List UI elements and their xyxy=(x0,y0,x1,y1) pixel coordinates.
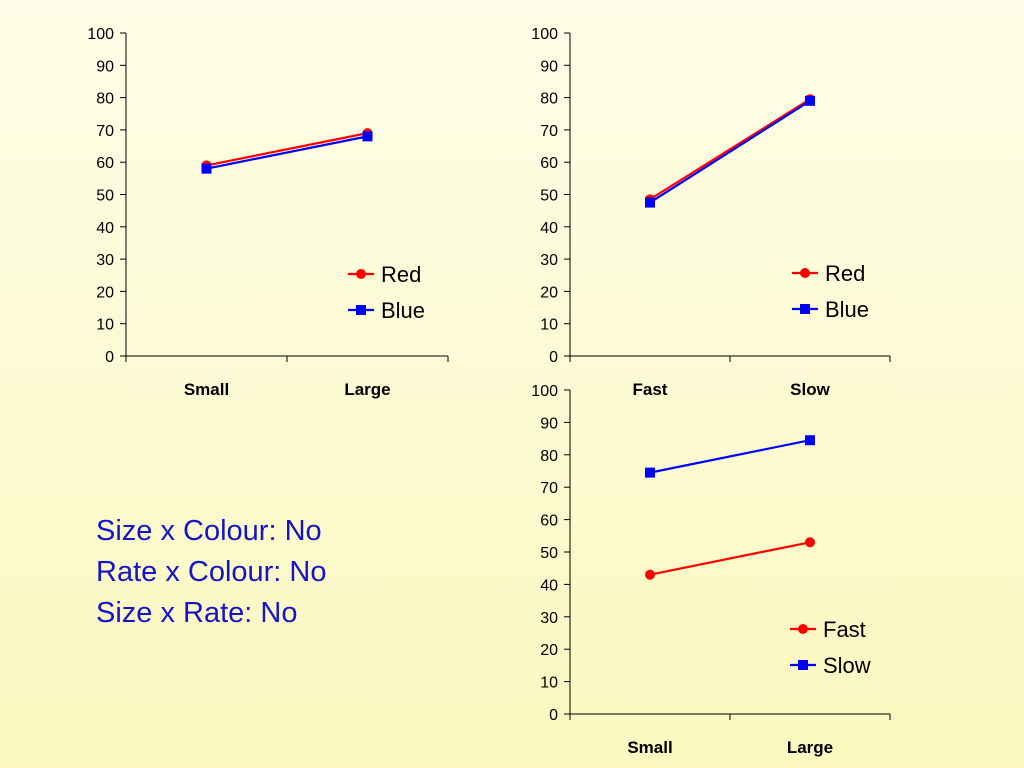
y-tick-label: 20 xyxy=(540,642,558,659)
y-tick-label: 60 xyxy=(540,513,558,530)
y-tick-label: 40 xyxy=(540,577,558,594)
data-point-blue xyxy=(362,131,373,142)
series-line-red xyxy=(206,132,368,167)
y-tick-label: 50 xyxy=(540,188,558,205)
y-tick-label: 20 xyxy=(540,284,558,301)
legend-marker xyxy=(800,304,810,314)
series-line-blue xyxy=(649,99,811,204)
legend-entry-blue: Blue xyxy=(792,297,869,322)
series-line-fast xyxy=(649,541,811,576)
data-point-blue xyxy=(805,95,815,106)
note-size-rate: Size x Rate: No xyxy=(96,597,298,629)
y-tick-label: 50 xyxy=(540,545,558,562)
y-tick-label: 70 xyxy=(540,123,558,140)
y-tick-label: 70 xyxy=(540,480,558,497)
legend-entry-fast: Fast xyxy=(790,617,866,642)
y-tick-label: 90 xyxy=(540,415,558,432)
y-tick-label: 0 xyxy=(105,349,114,366)
y-tick-label: 80 xyxy=(540,448,558,465)
y-tick-label: 30 xyxy=(96,252,114,269)
x-category-label: Large xyxy=(787,738,833,757)
interaction-notes: Size x Colour: No Rate x Colour: No Size… xyxy=(96,511,327,634)
y-tick-label: 40 xyxy=(96,220,114,237)
y-tick-label: 90 xyxy=(96,58,114,75)
data-point-slow xyxy=(645,467,655,478)
legend-label: Fast xyxy=(823,617,866,642)
y-tick-label: 20 xyxy=(96,284,114,301)
legend-marker xyxy=(798,624,808,634)
y-tick-label: 100 xyxy=(531,383,558,400)
y-tick-label: 0 xyxy=(549,707,558,724)
y-tick-label: 70 xyxy=(96,123,114,140)
data-point-slow xyxy=(805,435,815,446)
legend-marker xyxy=(356,269,366,279)
x-category-label: Slow xyxy=(790,380,830,399)
chart-2: 0 10 20 30 40 50 60 70 80 90 100 Fast Slow Red Blue xyxy=(531,26,891,399)
series-line-red xyxy=(649,98,811,201)
chart-3: 0 10 20 30 40 50 60 70 80 90 100 Small Large Fast Slow xyxy=(531,383,891,757)
chart-1: 0 10 20 30 40 50 60 70 80 90 100 Small Large Red Blue xyxy=(87,26,449,399)
legend-label: Red xyxy=(381,262,421,287)
y-tick-label: 30 xyxy=(540,252,558,269)
y-tick-label: 0 xyxy=(549,349,558,366)
note-rate-colour: Rate x Colour: No xyxy=(96,556,327,588)
data-point-fast xyxy=(645,569,655,580)
y-tick-label: 80 xyxy=(540,91,558,108)
data-point-fast xyxy=(805,537,815,548)
x-category-label: Fast xyxy=(633,380,668,399)
legend-label: Blue xyxy=(381,298,425,323)
y-tick-label: 100 xyxy=(87,26,114,43)
y-tick-label: 100 xyxy=(531,26,558,43)
legend-entry-slow: Slow xyxy=(790,653,871,678)
series-line-slow xyxy=(649,439,811,474)
y-tick-label: 90 xyxy=(540,58,558,75)
y-tick-label: 10 xyxy=(96,317,114,334)
legend-label: Red xyxy=(825,261,865,286)
legend-entry-blue: Blue xyxy=(348,298,425,323)
y-tick-label: 80 xyxy=(96,91,114,108)
legend-marker xyxy=(800,268,810,278)
x-category-label: Large xyxy=(344,380,390,399)
y-tick-label: 50 xyxy=(96,188,114,205)
y-tick-label: 10 xyxy=(540,317,558,334)
x-category-label: Small xyxy=(184,380,229,399)
legend-entry-red: Red xyxy=(348,262,421,287)
note-size-colour: Size x Colour: No xyxy=(96,515,322,547)
legend-marker xyxy=(356,305,366,315)
legend-marker xyxy=(798,660,808,670)
legend-entry-red: Red xyxy=(792,261,865,286)
y-tick-label: 60 xyxy=(540,155,558,172)
data-point-blue xyxy=(645,197,655,208)
legend-label: Slow xyxy=(823,653,871,678)
x-category-label: Small xyxy=(627,738,672,757)
series-line-blue xyxy=(206,135,368,170)
y-tick-label: 10 xyxy=(540,675,558,692)
legend-label: Blue xyxy=(825,297,869,322)
y-tick-label: 60 xyxy=(96,155,114,172)
y-tick-label: 40 xyxy=(540,220,558,237)
y-tick-label: 30 xyxy=(540,610,558,627)
data-point-blue xyxy=(201,163,212,174)
